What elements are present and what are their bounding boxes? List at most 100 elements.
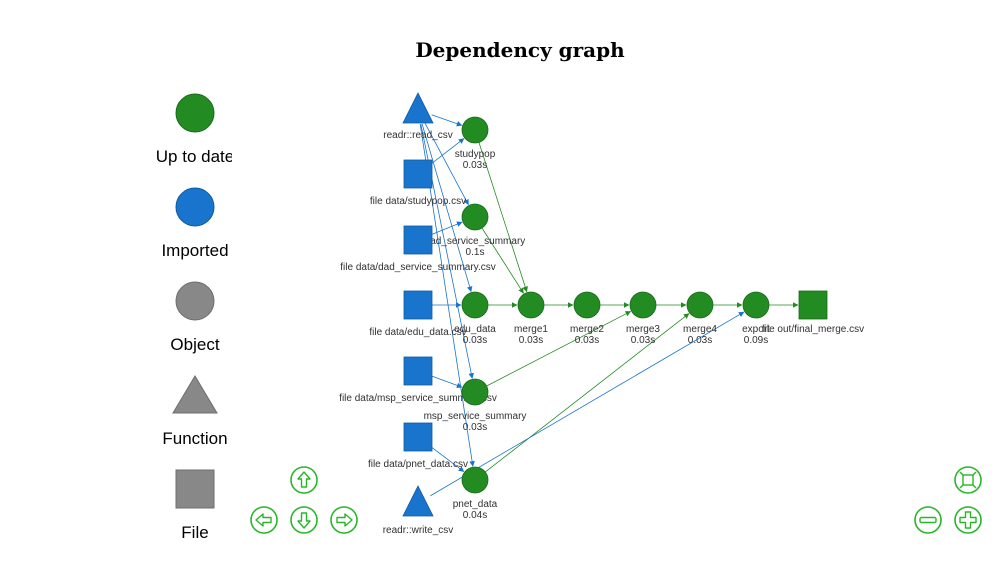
- legend: Up to date Imported Object Function File: [0, 0, 240, 580]
- node-write_csv[interactable]: readr::write_csv: [383, 485, 454, 536]
- fit-icon: [954, 466, 982, 494]
- node-read_csv[interactable]: readr::read_csv: [383, 92, 453, 141]
- edge-msp-to-merge3: [485, 311, 632, 387]
- dad-circle-icon: [461, 203, 489, 231]
- legend-label-up-to-date: Up to date: [155, 147, 232, 166]
- f_msp-square-icon: [403, 356, 433, 386]
- legend-object-icon: [175, 281, 215, 321]
- f_out-square-icon: [798, 290, 828, 320]
- merge1-circle-icon: [517, 291, 545, 319]
- node-time: 0.03s: [519, 335, 543, 346]
- edu-circle-icon: [461, 291, 489, 319]
- node-time: 0.1s: [466, 247, 485, 258]
- node-label: pnet_data: [453, 499, 498, 510]
- legend-up-to-date-icon: [175, 93, 215, 133]
- read_csv-triangle-icon: [402, 92, 434, 124]
- msp-circle-icon: [461, 378, 489, 406]
- node-label: msp_service_summary: [424, 411, 527, 422]
- legend-shapes: [172, 93, 218, 509]
- merge3-circle-icon: [629, 291, 657, 319]
- pan-right-button[interactable]: [330, 506, 358, 534]
- legend-label-object: Object: [170, 335, 220, 354]
- pan-up-button[interactable]: [290, 466, 318, 494]
- node-label: file data/msp_service_summary.csv: [339, 393, 497, 404]
- legend-function-icon: [172, 375, 218, 414]
- node-f_pnet[interactable]: file data/pnet_data.csv: [368, 422, 468, 470]
- arrow-up-icon: [290, 466, 318, 494]
- zoom-out-button[interactable]: [914, 506, 942, 534]
- edge-f_msp-to-msp: [429, 374, 463, 389]
- minus-icon: [914, 506, 942, 534]
- graph-title: Dependency graph: [415, 38, 625, 62]
- node-label: export: [742, 324, 770, 335]
- edge-read_csv-to-dad: [424, 122, 469, 206]
- arrow-right-icon: [330, 506, 358, 534]
- node-time: 0.04s: [463, 510, 487, 521]
- merge2-circle-icon: [573, 291, 601, 319]
- edge-f_dad-to-dad: [429, 221, 463, 236]
- plus-icon: [954, 506, 982, 534]
- node-label: edu_data: [454, 324, 496, 335]
- node-f_out[interactable]: file out/final_merge.csv: [762, 290, 864, 335]
- edge-write_csv-to-export: [430, 311, 745, 497]
- edge-f_pnet-to-pnet: [427, 444, 465, 472]
- node-label: merge3: [626, 324, 660, 335]
- edge-read_csv-to-studypop: [431, 114, 463, 127]
- legend-viewport: Up to date Imported Object Function File: [0, 0, 232, 580]
- write_csv-triangle-icon: [402, 485, 434, 517]
- node-f_msp[interactable]: file data/msp_service_summary.csv: [339, 356, 497, 404]
- node-label: studypop: [455, 149, 496, 160]
- node-label: merge4: [683, 324, 717, 335]
- node-label: readr::write_csv: [383, 525, 454, 536]
- edge-dad-to-merge1: [480, 226, 524, 294]
- edge-read_csv-to-edu: [421, 123, 473, 293]
- node-f_studypop[interactable]: file data/studypop.csv: [370, 159, 466, 207]
- f_studypop-square-icon: [403, 159, 433, 189]
- f_dad-square-icon: [403, 225, 433, 255]
- merge4-circle-icon: [686, 291, 714, 319]
- node-label: file data/dad_service_summary.csv: [340, 262, 495, 273]
- node-time: 0.03s: [463, 160, 487, 171]
- fit-view-button[interactable]: [954, 466, 982, 494]
- node-time: 0.03s: [631, 335, 655, 346]
- pan-left-button[interactable]: [250, 506, 278, 534]
- node-label: file data/studypop.csv: [370, 196, 466, 207]
- legend-label-imported: Imported: [161, 241, 229, 260]
- node-label: file out/final_merge.csv: [762, 324, 864, 335]
- node-f_dad[interactable]: file data/dad_service_summary.csv: [340, 225, 496, 273]
- node-time: 0.03s: [688, 335, 712, 346]
- edge-pnet-to-merge4: [483, 313, 690, 474]
- node-label: merge1: [514, 324, 548, 335]
- edge-f_studypop-to-studypop: [427, 138, 465, 167]
- node-label: file data/edu_data.csv: [369, 327, 466, 338]
- legend-label-function: Function: [162, 429, 228, 448]
- node-label: merge2: [570, 324, 604, 335]
- node-f_edu[interactable]: file data/edu_data.csv: [369, 290, 467, 338]
- studypop-circle-icon: [461, 116, 489, 144]
- pan-down-button[interactable]: [290, 506, 318, 534]
- node-label: file data/pnet_data.csv: [368, 459, 468, 470]
- legend-label-file: File: [181, 523, 209, 542]
- f_edu-square-icon: [403, 290, 433, 320]
- node-label: readr::read_csv: [383, 130, 452, 141]
- pnet-circle-icon: [461, 466, 489, 494]
- node-time: 0.03s: [463, 422, 487, 433]
- legend-file-icon: [175, 469, 215, 509]
- node-time: 0.09s: [744, 335, 768, 346]
- zoom-in-button[interactable]: [954, 506, 982, 534]
- legend-imported-icon: [175, 187, 215, 227]
- node-label: dad_service_summary: [425, 236, 526, 247]
- edge-studypop-to-merge1: [478, 141, 528, 293]
- node-time: 0.03s: [463, 335, 487, 346]
